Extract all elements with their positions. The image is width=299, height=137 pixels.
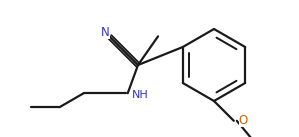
Text: O: O (239, 114, 248, 127)
Text: N: N (101, 26, 110, 39)
Text: NH: NH (132, 90, 149, 100)
